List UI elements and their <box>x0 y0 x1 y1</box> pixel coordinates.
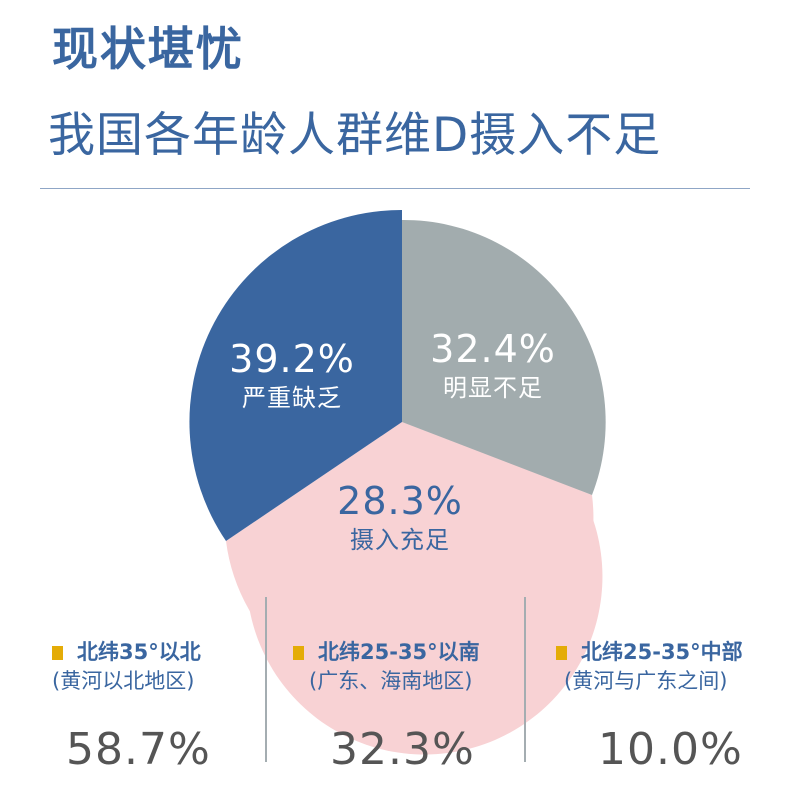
slice-name: 明显不足 <box>443 374 543 402</box>
pie-slice-pink-arc <box>246 422 603 755</box>
slice-label-insufficient: 32.4% 明显不足 <box>418 330 568 400</box>
slice-name: 摄入充足 <box>350 526 450 554</box>
bullet-square-icon <box>52 645 63 660</box>
column-divider <box>524 597 526 762</box>
region-subheading: (黄河与广东之间) <box>564 669 728 693</box>
bullet-square-icon <box>556 645 567 660</box>
region-south: 北纬25-35°以南 (广东、海南地区) 32.3% <box>293 640 553 772</box>
header-divider <box>40 188 750 189</box>
slice-pct: 32.4% <box>430 327 556 371</box>
region-subheading: (黄河以北地区) <box>52 669 195 693</box>
region-heading: 北纬25-35°以南 <box>318 640 480 664</box>
slice-label-severe: 39.2% 严重缺乏 <box>222 340 362 410</box>
pie-slice-gray <box>402 219 606 495</box>
region-value: 10.0% <box>598 724 743 775</box>
page-title: 现状堪忧 <box>52 22 244 76</box>
region-subheading: (广东、海南地区) <box>309 669 473 693</box>
region-middle: 北纬25-35°中部 (黄河与广东之间) 10.0% <box>556 640 800 772</box>
region-heading: 北纬35°以北 <box>77 640 201 664</box>
bullet-square-icon <box>293 645 304 660</box>
slice-label-sufficient: 28.3% 摄入充足 <box>330 482 470 552</box>
region-north: 北纬35°以北 (黄河以北地区) 58.7% <box>52 640 312 772</box>
region-value: 58.7% <box>66 724 211 775</box>
slice-pct: 39.2% <box>229 337 355 381</box>
column-divider <box>265 597 267 762</box>
page-subtitle: 我国各年龄人群维D摄入不足 <box>48 108 662 163</box>
pie-slice-blue <box>189 209 402 541</box>
slice-pct: 28.3% <box>337 479 463 523</box>
slice-name: 严重缺乏 <box>242 384 342 412</box>
region-value: 32.3% <box>330 724 475 775</box>
region-heading: 北纬25-35°中部 <box>581 640 743 664</box>
